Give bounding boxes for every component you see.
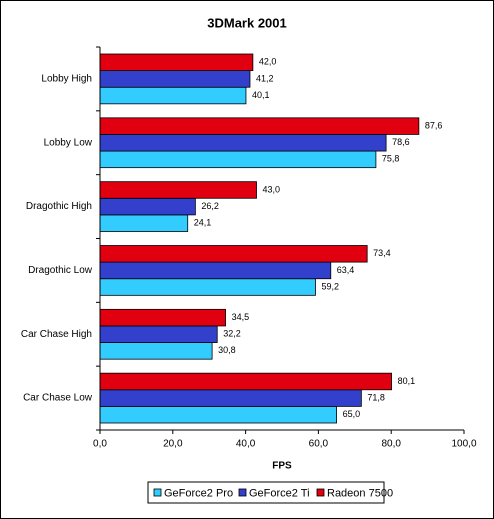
value-label: 42,0	[259, 57, 277, 67]
bar	[99, 308, 226, 327]
y-tick-label: Car Chase High	[21, 329, 92, 340]
value-label: 75,8	[382, 154, 400, 164]
legend-label: GeForce2 Pro	[164, 487, 233, 499]
value-label: 34,5	[232, 312, 250, 322]
value-label: 41,2	[256, 73, 274, 83]
bar	[99, 117, 420, 135]
legend-swatch	[238, 488, 247, 497]
legend-label: Radeon 7500	[327, 487, 393, 499]
legend-swatch	[153, 488, 162, 497]
y-tick-label: Dragothic High	[26, 201, 92, 212]
value-label: 26,2	[201, 201, 219, 211]
bar	[99, 53, 254, 72]
chart-title: 3DMark 2001	[207, 15, 287, 30]
x-tick-label: 20,0	[163, 439, 183, 450]
bar	[99, 325, 218, 343]
y-tick-label: Lobby High	[41, 74, 92, 85]
y-tick-label: Lobby Low	[44, 137, 93, 148]
bar	[99, 134, 387, 152]
value-label: 80,1	[398, 376, 416, 386]
x-axis-label: FPS	[272, 461, 292, 472]
bar	[99, 342, 213, 360]
legend-box	[147, 481, 385, 504]
bar	[99, 86, 247, 105]
legend-label: GeForce2 Ti	[249, 487, 310, 499]
y-tick-label: Car Chase Low	[23, 393, 93, 404]
value-label: 32,2	[223, 329, 241, 339]
value-label: 24,1	[194, 218, 212, 228]
value-label: 63,4	[337, 265, 355, 275]
value-label: 43,0	[263, 184, 281, 194]
bar	[99, 389, 362, 407]
bar	[99, 197, 196, 216]
value-label: 65,0	[343, 409, 361, 419]
x-tick-label: 80,0	[381, 439, 401, 450]
value-label: 30,8	[218, 345, 236, 355]
bar	[99, 372, 392, 391]
x-tick-label: 60,0	[309, 439, 329, 450]
x-tick-label: 100,0	[451, 439, 476, 450]
value-label: 87,6	[425, 121, 443, 131]
bar	[99, 261, 332, 280]
value-label: 71,8	[367, 392, 385, 402]
legend-swatch	[316, 488, 325, 497]
x-tick-label: 40,0	[236, 439, 256, 450]
bar	[99, 245, 368, 263]
bar	[99, 70, 251, 88]
bar	[99, 150, 377, 169]
y-tick-label: Dragothic Low	[28, 265, 93, 276]
value-label: 59,2	[321, 281, 339, 291]
x-tick-label: 0,0	[93, 439, 107, 450]
bar	[99, 278, 316, 296]
value-label: 73,4	[373, 248, 391, 258]
bar	[99, 181, 257, 199]
bar	[99, 214, 189, 232]
bar	[99, 405, 338, 424]
value-label: 40,1	[252, 90, 270, 100]
value-label: 78,6	[392, 137, 410, 147]
